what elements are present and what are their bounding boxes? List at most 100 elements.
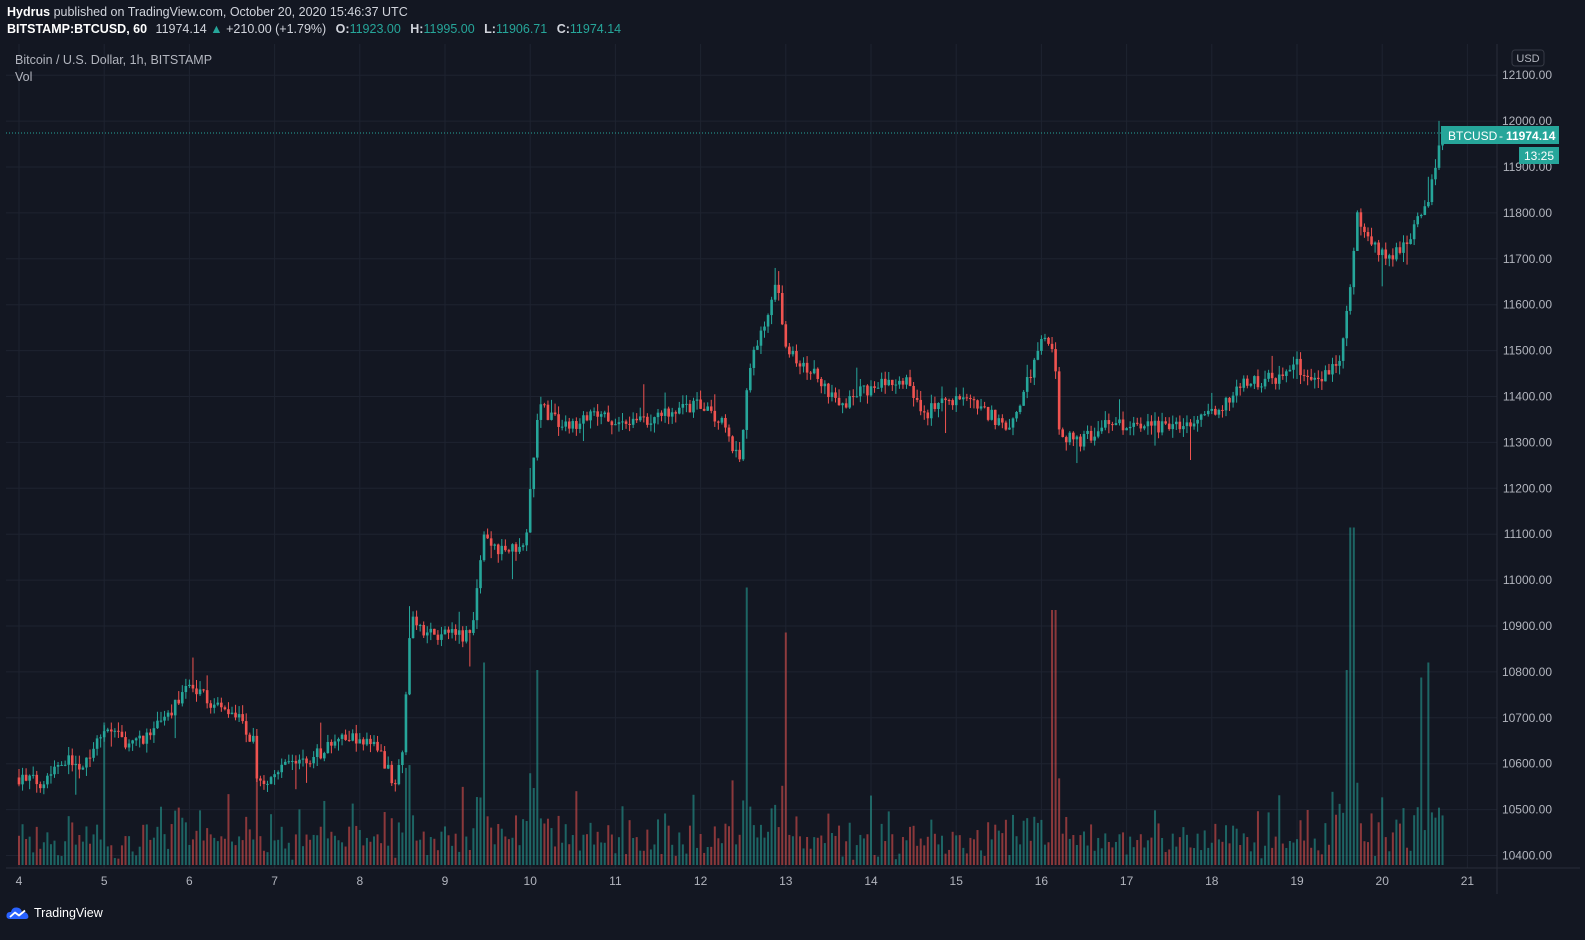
volume-bar — [742, 800, 745, 865]
candle-body — [216, 702, 220, 705]
candle-body — [802, 362, 805, 367]
candle-body — [1171, 424, 1175, 430]
candle-body — [1295, 358, 1299, 365]
volume-bar — [401, 832, 404, 865]
candle-body — [969, 397, 972, 400]
candle-body — [252, 735, 255, 742]
candle-body — [1395, 247, 1398, 260]
candle-body — [962, 397, 965, 400]
volume-bar — [1310, 847, 1313, 865]
candle-body — [88, 757, 92, 759]
candle-body — [1125, 428, 1128, 431]
candle-body — [337, 738, 340, 742]
volume-bar — [802, 848, 805, 865]
volume-bar — [1306, 809, 1309, 865]
candle-body — [1377, 242, 1380, 256]
candle-body — [582, 415, 585, 424]
volume-bar — [731, 780, 734, 865]
volume-bar — [128, 836, 131, 865]
volume-bar — [586, 834, 588, 865]
candle-body — [1029, 377, 1033, 379]
candle-body — [479, 560, 482, 589]
series-title[interactable]: Bitcoin / U.S. Dollar, 1h, BITSTAMP — [15, 53, 213, 67]
volume-bar — [1033, 816, 1036, 865]
candle-body — [188, 684, 191, 686]
volume-bar — [916, 845, 919, 865]
candle-body — [99, 737, 102, 739]
candle-body — [507, 550, 511, 552]
volume-bar — [610, 834, 613, 865]
price-chart-svg[interactable]: 10400.00 10500.00 10600.00 10700.00 10800.00… — [6, 44, 1580, 894]
volume-bar — [557, 815, 560, 865]
volume-bar — [1132, 847, 1135, 865]
candle-body — [670, 412, 674, 417]
volume-bar — [35, 826, 38, 865]
volume-bar — [53, 840, 56, 865]
candle-body — [294, 760, 298, 764]
candle-body — [1366, 232, 1370, 237]
candle-body — [1228, 397, 1231, 403]
footer-brand[interactable]: TradingView — [6, 903, 103, 923]
volume-bar — [397, 822, 400, 865]
volume-bar — [436, 850, 439, 865]
candle-body — [919, 399, 922, 412]
candle-body — [475, 588, 479, 621]
volume-bar — [74, 844, 77, 865]
candle-body — [596, 411, 599, 417]
volume-bar — [231, 841, 233, 865]
volume-bar — [1303, 840, 1306, 865]
volume-bar — [1196, 833, 1199, 865]
volume-bar — [1398, 823, 1401, 865]
price-axis[interactable]: 10400.00 10500.00 10600.00 10700.00 10800.00… — [1502, 68, 1552, 862]
volume-bar — [784, 632, 787, 865]
time-axis[interactable]: 4 5 6 7 8 9 10 11 12 13 14 15 16 17 18 19 20 21 — [16, 874, 1475, 888]
candle-body — [1384, 249, 1388, 259]
candle-body — [1235, 386, 1238, 396]
currency-badge[interactable]: USD — [1511, 49, 1545, 67]
volume-bar — [614, 853, 617, 865]
candle-body — [663, 408, 667, 416]
candle-body — [220, 702, 223, 708]
volume-bar — [1040, 819, 1043, 865]
candle-body — [124, 737, 127, 748]
volume-bar — [1370, 813, 1373, 865]
volume-bar — [60, 856, 63, 865]
author-name[interactable]: Hydrus — [7, 5, 51, 19]
volume-bar — [113, 858, 116, 865]
time-tick-label: 9 — [442, 874, 449, 888]
volume-bar — [1122, 832, 1125, 865]
candle-body — [830, 392, 834, 398]
candle-body — [358, 739, 362, 744]
volume-bar — [845, 841, 848, 865]
volume-bar — [188, 844, 191, 865]
volume-bar — [926, 836, 929, 865]
chart-area[interactable]: 10400.00 10500.00 10600.00 10700.00 10800.00… — [6, 44, 1580, 894]
candle-body — [674, 412, 678, 414]
volume-bar — [1178, 837, 1181, 865]
volume-bar — [380, 843, 383, 865]
volume-bar — [674, 855, 677, 865]
candle-body — [1231, 395, 1235, 403]
volume-bar — [373, 836, 375, 865]
volume-bar — [994, 824, 997, 865]
volume-bar — [429, 837, 432, 865]
volume-legend[interactable]: Vol — [15, 70, 33, 84]
volume-bar — [1388, 851, 1391, 865]
volume-bar — [507, 839, 510, 865]
time-tick-label: 15 — [950, 874, 964, 888]
candle-body — [21, 774, 24, 785]
candle-body — [472, 620, 475, 633]
volume-bar — [426, 855, 429, 865]
volume-bar — [174, 810, 177, 865]
volume-bar — [944, 853, 947, 865]
candle-body — [752, 349, 756, 368]
candle-body — [383, 751, 386, 769]
last-price-text: 11974.14 — [155, 22, 207, 36]
candle-body — [922, 411, 926, 413]
candle-body — [1146, 421, 1150, 427]
candle-body — [603, 412, 607, 415]
candle-body — [844, 403, 848, 408]
candle-body — [85, 757, 88, 768]
candle-body — [642, 416, 646, 418]
candle-body — [262, 780, 266, 785]
